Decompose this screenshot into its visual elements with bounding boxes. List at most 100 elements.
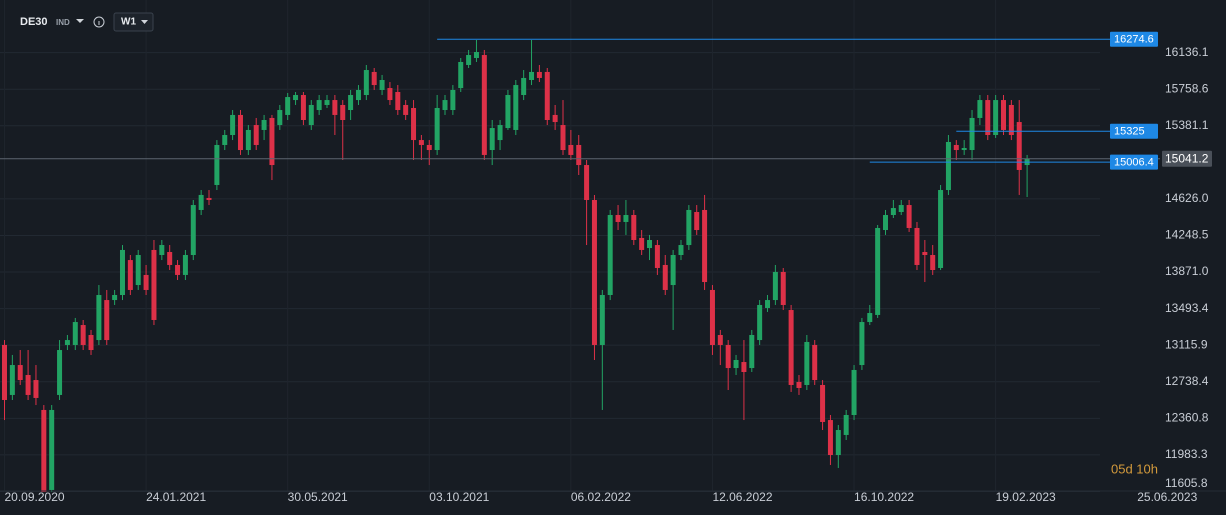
candle-body: [411, 107, 417, 141]
candle-body: [167, 252, 173, 265]
candle-body: [584, 165, 590, 200]
timeframe-dropdown[interactable]: [141, 20, 148, 24]
candle-body: [64, 340, 70, 345]
x-tick-label: 19.02.2023: [996, 490, 1056, 504]
candle-body: [17, 365, 23, 381]
overlay: 16136.1 15758.6 15381.1 14626.0 14248.5 13871…: [0, 31, 1226, 504]
y-tick-label: 13115.9: [1165, 337, 1208, 351]
candle-body: [403, 104, 409, 115]
y-tick-label: 13493.4: [1165, 301, 1209, 315]
timeframe-button[interactable]: [113, 12, 154, 32]
market-type: IND: [56, 18, 70, 27]
candle-body: [513, 85, 519, 130]
candle-body: [489, 128, 495, 151]
candle-body: [190, 205, 196, 256]
candle-body: [245, 129, 251, 151]
y-tick-label: 11983.3: [1165, 447, 1208, 461]
level-label: 15325: [1114, 126, 1145, 138]
candle-body: [733, 359, 739, 369]
candle-body: [576, 144, 582, 166]
candle-body: [450, 89, 456, 111]
candle-body: [1000, 100, 1006, 130]
candle-body: [175, 264, 181, 275]
candle-body: [678, 245, 684, 256]
candle-body: [898, 205, 904, 213]
candle-body: [458, 61, 464, 89]
candle-body: [1008, 104, 1014, 136]
symbol[interactable]: DE30: [20, 16, 48, 28]
candle-body: [694, 212, 700, 231]
candle-body: [906, 205, 912, 228]
candle-body: [796, 381, 802, 388]
candle-body: [725, 344, 731, 369]
candle-body: [820, 384, 826, 422]
candle-body: [654, 245, 660, 268]
candle-body: [277, 110, 283, 126]
candle-body: [473, 52, 479, 59]
candle-body: [922, 252, 928, 256]
candle-body: [662, 264, 668, 290]
candle-body: [985, 100, 991, 136]
x-tick-label: 24.01.2021: [146, 490, 206, 504]
candle-body: [300, 95, 306, 120]
candle-body: [741, 362, 747, 373]
level-label-box: [1110, 31, 1158, 47]
candle-body: [623, 215, 629, 222]
y-tick-label: 16136.1: [1165, 45, 1209, 59]
candle-body: [977, 100, 983, 118]
candle-body: [49, 409, 55, 490]
timeframe[interactable]: W1: [121, 17, 136, 28]
candle-body: [591, 199, 597, 345]
candle-body: [851, 369, 857, 416]
candle-body: [308, 104, 314, 126]
candle-body: [96, 295, 102, 341]
candle-body: [269, 117, 275, 166]
candle-body: [363, 70, 369, 96]
candle-body: [788, 310, 794, 385]
candle-body: [639, 237, 645, 250]
y-tick-label: 12738.4: [1165, 374, 1209, 388]
candle-body: [418, 140, 424, 145]
candle-body: [466, 55, 472, 65]
candle-body: [993, 100, 999, 136]
info-icon[interactable]: [93, 16, 105, 28]
candle-body: [709, 289, 715, 345]
candle-body: [395, 92, 401, 111]
candle-body: [198, 194, 204, 210]
candle-body: [670, 255, 676, 286]
candle-body: [159, 245, 165, 256]
candle-body: [843, 415, 849, 435]
candle-body: [827, 420, 833, 456]
candle-body: [104, 300, 110, 341]
candle-body: [387, 88, 393, 101]
candle-body: [765, 300, 771, 308]
candle-body: [293, 95, 299, 101]
candle-body: [930, 255, 936, 271]
level-label-box: [1110, 154, 1158, 170]
candle-body: [544, 71, 550, 120]
last-price-label: 15041.2: [1165, 151, 1209, 165]
last-price-box: [1162, 150, 1212, 167]
candle-body: [182, 255, 188, 275]
candle-body: [717, 335, 723, 345]
candle-body: [25, 375, 31, 395]
candle-body: [812, 344, 818, 381]
candle-body: [599, 295, 605, 345]
y-tick-label: 15381.1: [1165, 118, 1209, 132]
symbol-dropdown[interactable]: [76, 19, 84, 23]
candle-body: [434, 107, 440, 151]
candle-body: [647, 239, 653, 249]
candle-body: [206, 197, 212, 200]
candle-body: [285, 97, 291, 115]
candle-body: [119, 249, 125, 296]
candle-body: [835, 430, 841, 456]
candle-body: [702, 209, 708, 283]
x-tick-label: 06.02.2022: [571, 490, 631, 504]
candle-body: [324, 100, 330, 105]
candle-body: [568, 144, 574, 155]
candle-body: [9, 365, 15, 395]
candle-body: [521, 77, 527, 96]
candle-body: [214, 144, 220, 185]
y-tick-label: 14626.0: [1165, 191, 1209, 205]
